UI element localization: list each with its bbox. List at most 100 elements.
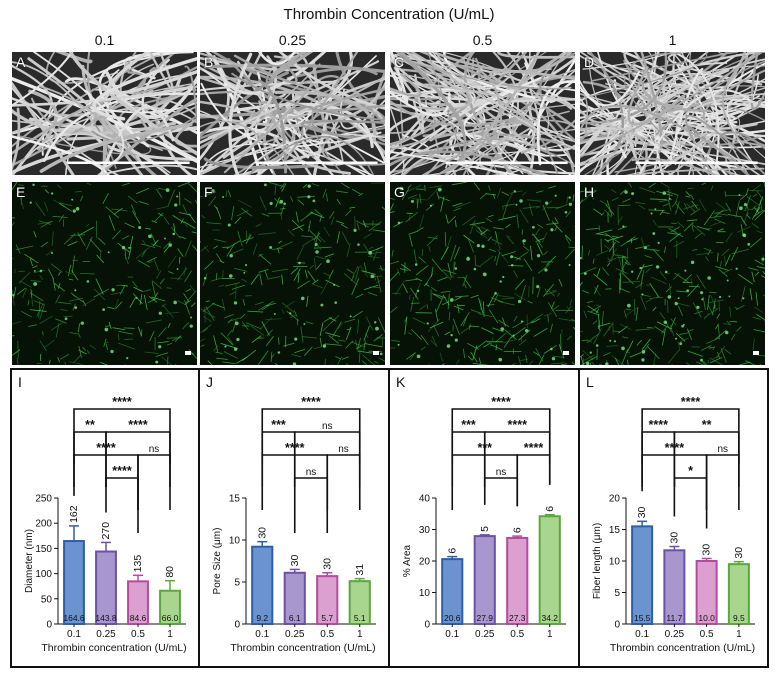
n-label: 30 bbox=[636, 506, 648, 518]
n-label: 135 bbox=[132, 555, 144, 573]
confocal-fiber-texture bbox=[580, 182, 765, 365]
confocal-image-0.5: G bbox=[390, 182, 575, 365]
significance-bracket bbox=[105, 477, 139, 533]
bar bbox=[63, 540, 85, 625]
column-label-0.1: 0.1 bbox=[94, 32, 115, 48]
y-tick-label: 10 bbox=[229, 536, 241, 547]
y-tick-label: 0 bbox=[424, 620, 430, 631]
y-tick-label: 0 bbox=[234, 620, 240, 631]
value-label: 27.3 bbox=[509, 613, 526, 623]
significance-label: ns bbox=[338, 444, 349, 455]
chart-panel-l: 0 5 10 15 20 Fiber length (μm) 15.5 30 0.1 11.7 30… bbox=[578, 368, 769, 668]
x-tick-label: 0.5 bbox=[320, 629, 334, 640]
panel-letter-f: F bbox=[204, 184, 213, 200]
value-label: 10.0 bbox=[698, 613, 715, 623]
x-tick-label: 1 bbox=[357, 629, 363, 640]
confocal-image-1: H bbox=[580, 182, 765, 365]
value-label: 27.9 bbox=[476, 613, 493, 623]
significance-bracket bbox=[673, 477, 708, 529]
significance-bracket bbox=[516, 454, 551, 507]
significance-label: *** bbox=[461, 418, 476, 432]
panel-letter-j: J bbox=[206, 374, 213, 390]
sem-fiber-texture bbox=[580, 52, 765, 175]
scale-bar bbox=[753, 351, 759, 355]
scale-bar bbox=[563, 351, 569, 355]
panel-letter-c: C bbox=[394, 54, 405, 70]
sem-image-0.5: C bbox=[390, 52, 575, 175]
significance-label: ** bbox=[702, 418, 712, 432]
panel-letter-h: H bbox=[584, 184, 595, 200]
significance-label: ns bbox=[322, 421, 333, 432]
y-tick-label: 10 bbox=[419, 588, 431, 599]
significance-label: **** bbox=[681, 395, 701, 409]
significance-label: * bbox=[688, 464, 693, 478]
significance-label: **** bbox=[508, 418, 528, 432]
panel-letter-a: A bbox=[16, 54, 26, 70]
n-label: 30 bbox=[701, 544, 713, 556]
y-tick-label: 15 bbox=[229, 494, 241, 505]
n-label: 30 bbox=[668, 532, 680, 544]
x-tick-label: 0.1 bbox=[255, 629, 269, 640]
value-label: 11.7 bbox=[666, 613, 682, 623]
panel-letter-l: L bbox=[586, 374, 594, 390]
significance-label: ns bbox=[306, 467, 317, 478]
y-tick-label: 40 bbox=[419, 494, 431, 505]
panel-letter-e: E bbox=[16, 184, 26, 200]
y-tick-label: 50 bbox=[41, 594, 53, 605]
panel-letter-d: D bbox=[584, 54, 595, 70]
figure-title: Thrombin Concentration (U/mL) bbox=[283, 6, 495, 23]
bar bbox=[506, 537, 529, 626]
value-label: 20.6 bbox=[444, 613, 461, 623]
value-label: 5.7 bbox=[321, 613, 333, 623]
x-axis-label: Thrombin concentration (U/mL) bbox=[41, 642, 186, 654]
panel-letter-k: K bbox=[396, 374, 406, 390]
n-label: 30 bbox=[289, 555, 301, 567]
chart-panel-j: 0 5 10 15 Pore Size (μm) 9.2 30 0.1 6.1 30 0.25 5.7… bbox=[198, 368, 390, 668]
value-label: 6.1 bbox=[289, 613, 301, 623]
significance-bracket bbox=[483, 477, 519, 507]
sem-fiber-texture bbox=[390, 52, 575, 175]
value-label: 164.6 bbox=[63, 613, 85, 623]
significance-label: *** bbox=[271, 418, 286, 432]
significance-label: **** bbox=[524, 441, 544, 455]
x-tick-label: 0.1 bbox=[445, 629, 459, 640]
y-tick-label: 100 bbox=[35, 569, 52, 580]
x-tick-label: 0.25 bbox=[475, 629, 495, 640]
n-label: 6 bbox=[446, 548, 458, 554]
x-tick-label: 0.25 bbox=[285, 629, 305, 640]
x-tick-label: 0.25 bbox=[96, 629, 116, 640]
y-tick-label: 20 bbox=[609, 494, 621, 505]
x-axis-label: Thrombin concentration (U/mL) bbox=[610, 642, 755, 654]
x-tick-label: 0.1 bbox=[635, 629, 649, 640]
value-label: 84.6 bbox=[130, 613, 147, 623]
y-axis-label: Pore Size (μm) bbox=[212, 528, 223, 595]
significance-bracket bbox=[326, 454, 361, 510]
n-label: 6 bbox=[511, 527, 523, 533]
sem-image-0.1: A bbox=[12, 52, 197, 175]
value-label: 66.0 bbox=[162, 613, 179, 623]
confocal-fiber-texture bbox=[390, 182, 575, 365]
y-tick-label: 10 bbox=[609, 557, 621, 568]
value-label: 34.2 bbox=[541, 613, 558, 623]
y-tick-label: 200 bbox=[35, 519, 52, 530]
n-label: 162 bbox=[68, 505, 80, 523]
x-tick-label: 0.5 bbox=[131, 629, 145, 640]
n-label: 30 bbox=[256, 527, 268, 539]
n-label: 30 bbox=[733, 547, 745, 559]
significance-label: **** bbox=[491, 395, 511, 409]
n-label: 80 bbox=[164, 566, 176, 578]
confocal-fiber-texture bbox=[12, 182, 197, 365]
panel-letter-b: B bbox=[204, 54, 214, 70]
significance-bracket bbox=[293, 477, 329, 533]
y-axis-label: Fiber length (μm) bbox=[592, 523, 603, 599]
significance-label: **** bbox=[665, 441, 685, 455]
x-tick-label: 1 bbox=[736, 629, 742, 640]
y-tick-label: 20 bbox=[419, 557, 431, 568]
significance-bracket bbox=[137, 454, 171, 510]
y-tick-label: 250 bbox=[35, 494, 52, 505]
value-label: 15.5 bbox=[634, 613, 651, 623]
scale-bar bbox=[373, 351, 379, 355]
significance-label: ns bbox=[496, 467, 507, 478]
y-tick-label: 15 bbox=[609, 525, 621, 536]
significance-label: ** bbox=[85, 418, 95, 432]
